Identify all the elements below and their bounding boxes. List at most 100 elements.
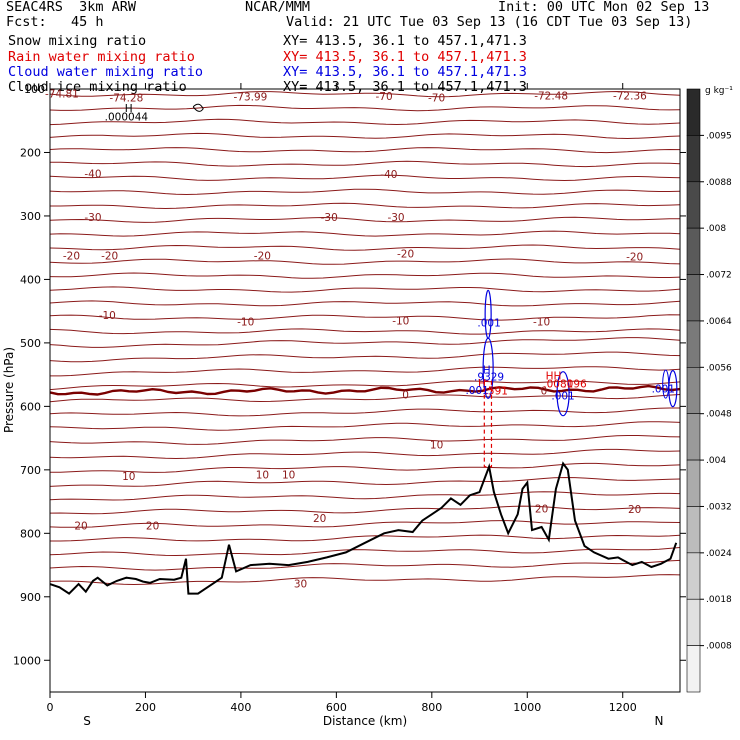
colorbar-segment: [686, 552, 701, 600]
terrain-line: [49, 461, 678, 595]
isotherm-line: [49, 272, 681, 279]
isotherm-label: 20: [313, 513, 326, 525]
cloud-water-contour: [482, 337, 494, 399]
x-tick-label: 600: [326, 701, 347, 714]
colorbar-segment: [686, 135, 701, 183]
isotherm-label: -74.28: [109, 92, 143, 104]
colorbar-segment: [686, 598, 701, 646]
field-xy-snow: XY= 413.5, 36.1 to 457.1,471.3: [283, 33, 527, 49]
isotherm-label: -74.81: [45, 88, 79, 100]
isotherm-label: 20: [146, 521, 159, 533]
colorbar-label: .0072: [706, 271, 732, 281]
colorbar-label: .0032: [706, 502, 732, 512]
isotherm-label: -72.48: [534, 90, 568, 102]
direction-north: N: [655, 714, 664, 728]
cloud-water-contour: [484, 289, 492, 339]
isotherm-label: -10: [99, 310, 116, 322]
colorbar-segment: [686, 227, 701, 275]
isotherm-line: [49, 90, 681, 98]
moisture-contours: [192, 103, 678, 468]
plot-frame: [49, 88, 681, 693]
y-tick-label: 900: [20, 591, 41, 604]
x-tick-label: 0: [47, 701, 54, 714]
isotherm-line: [49, 174, 681, 182]
extremum-label: .001: [652, 384, 675, 396]
zero-isotherm-line: [49, 384, 681, 396]
cloud-water-contour: [556, 371, 570, 417]
field-xy-cloud-water: XY= 413.5, 36.1 to 457.1,471.3: [283, 64, 527, 80]
isotherm-line: [49, 300, 681, 307]
isotherm-line: [49, 351, 681, 363]
extremum-label: .001: [477, 318, 500, 330]
colorbar-segment: [686, 181, 701, 229]
colorbar-label: .0024: [706, 549, 732, 559]
isotherm-label: 0: [402, 389, 409, 401]
field-name-snow: Snow mixing ratio: [8, 33, 147, 49]
y-tick-label: 400: [20, 273, 41, 286]
colorbar-unit: g kg⁻¹: [705, 86, 733, 96]
colorbar-label: .0088: [706, 178, 732, 188]
y-tick-label: 800: [20, 527, 41, 540]
colorbar-segment: [686, 506, 701, 554]
colorbar-segment: [686, 320, 701, 368]
isotherm-line: [49, 258, 681, 265]
model-title: SEAC4RS 3km ARW: [6, 0, 137, 15]
isotherm-line: [49, 421, 681, 431]
colorbar: .0095 .0088 .008 .0072 .0064 .0056 .0048 .004 .0…: [686, 88, 732, 693]
isotherm-line: [49, 520, 681, 528]
y-tick-label: 700: [20, 464, 41, 477]
y-tick-label: 200: [20, 146, 41, 159]
x-tick-label: 200: [135, 701, 156, 714]
organization-label: NCAR/MMM: [245, 0, 311, 15]
isotherm-label: -20: [63, 250, 80, 262]
isotherm-label: 20: [535, 504, 548, 516]
isotherm-line: [49, 380, 681, 391]
extremum-label: .001: [551, 391, 574, 403]
init-time: Init: 00 UTC Mon 02 Sep 13: [498, 0, 710, 15]
isotherm-line: [49, 491, 681, 501]
colorbar-label: .0048: [706, 410, 732, 420]
extremum-label: HH: [546, 370, 562, 382]
colorbar-segment: [686, 88, 701, 136]
isotherm-line: [49, 244, 681, 251]
isotherm-label: -20: [254, 250, 271, 262]
isotherm-label: -10: [237, 316, 254, 328]
isotherm-label: -10: [392, 316, 409, 328]
isotherm-line: [49, 118, 681, 126]
extremum-label: .096: [563, 379, 587, 391]
terrain-layer: [49, 461, 678, 595]
colorbar-segment: [686, 645, 701, 693]
isotherm-line: [50, 366, 681, 377]
x-axis: 0 200 400 600 800 1000 1200: [47, 83, 637, 714]
y-tick-label: 500: [20, 337, 41, 350]
isotherm-line: [49, 574, 681, 586]
extremum-label: .9329: [474, 372, 504, 384]
isotherm-line: [49, 505, 681, 515]
isotherm-label: -30: [387, 212, 404, 224]
isotherm-label: -10: [533, 316, 550, 328]
extremum-label: H: [125, 103, 133, 115]
extremum-label: .591: [485, 386, 508, 398]
isotherm-line: [49, 559, 681, 571]
isotherm-line: [49, 230, 681, 237]
colorbar-label: .008: [706, 224, 726, 234]
forecast-hour: Fcst: 45 h: [6, 14, 104, 30]
extremum-label: .000044: [105, 111, 149, 123]
x-tick-label: 1200: [609, 701, 637, 714]
isotherm-line: [49, 448, 681, 460]
isotherm-line: [49, 394, 681, 403]
temperature-contours: [49, 90, 681, 586]
isotherm-line: [49, 407, 680, 417]
field-xy-cloud-ice: XY= 413.5, 36.1 to 457.1,471.3: [283, 79, 527, 95]
y-tick-label: 600: [20, 400, 41, 413]
field-name-rain: Rain water mixing ratio: [8, 49, 195, 65]
isotherm-label: -30: [321, 212, 338, 224]
colorbar-label: .0008: [706, 642, 732, 652]
colorbar-segment: [686, 367, 701, 414]
colorbar-label: .0095: [706, 131, 732, 141]
x-tick-label: 400: [230, 701, 251, 714]
isotherm-line: [49, 462, 681, 473]
isotherm-label: -20: [101, 250, 118, 262]
colorbar-label: .0018: [706, 595, 732, 605]
y-axis-note: 100: [24, 83, 45, 96]
